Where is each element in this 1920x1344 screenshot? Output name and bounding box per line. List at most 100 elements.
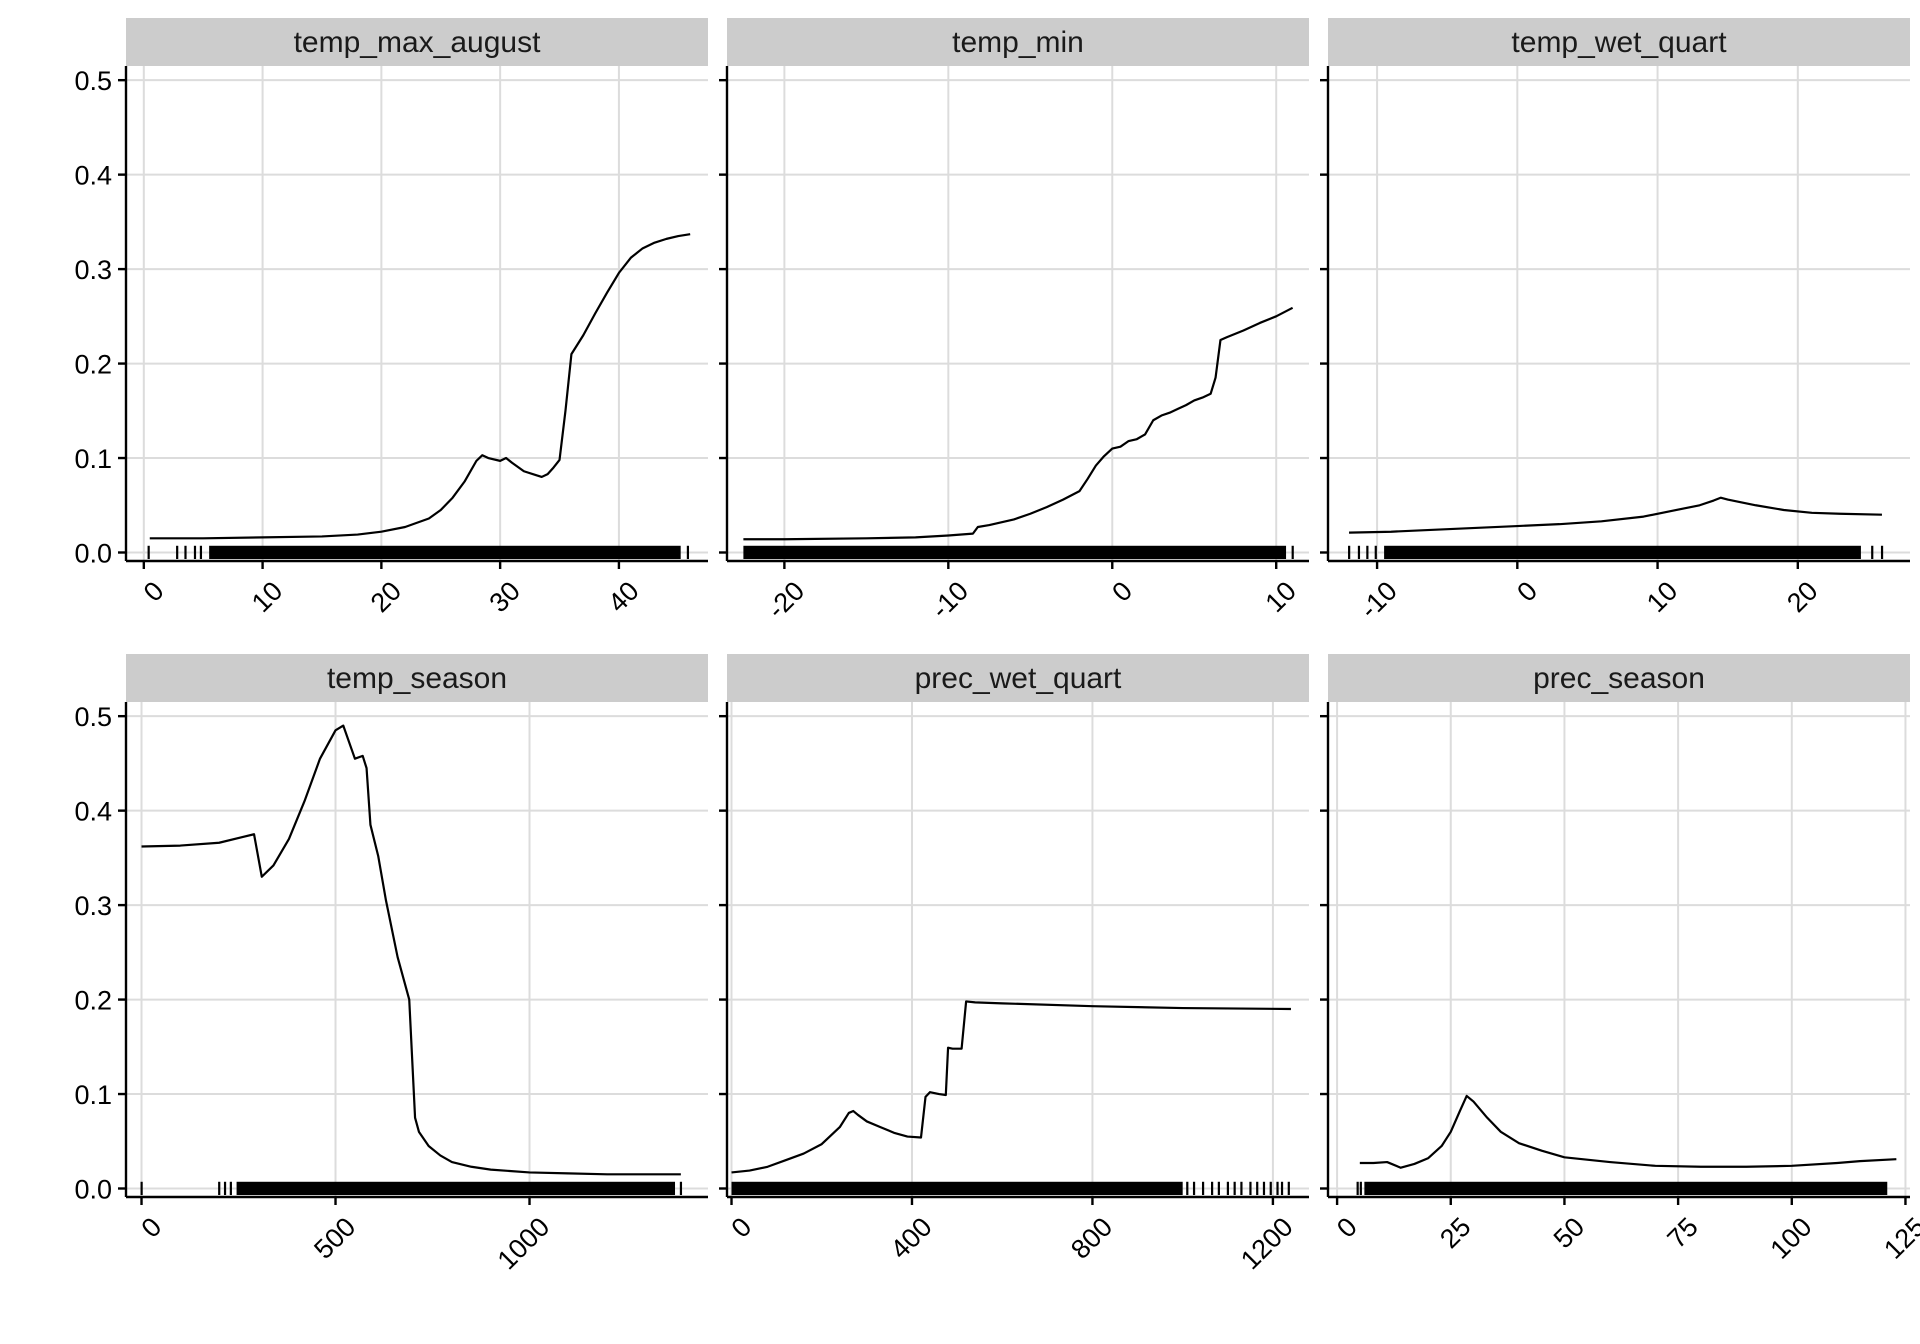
rug-mark <box>140 1181 143 1195</box>
rug-band <box>1384 545 1861 559</box>
rug-mark <box>1262 1181 1266 1195</box>
facet-panel-temp_season: temp_season 0.0 0.1 0.2 0.3 0.4 0.5 0 500 1000 <box>74 654 708 1275</box>
y-tick-label: 0.1 <box>74 444 112 474</box>
rug-mark <box>147 545 150 559</box>
rug-band <box>731 1181 1183 1195</box>
x-tick-label: 20 <box>1781 576 1823 618</box>
rug-mark <box>1291 545 1294 559</box>
rug <box>743 545 1294 559</box>
rug-mark <box>686 545 690 559</box>
gridlines <box>1328 702 1910 1197</box>
x-tick-label: -20 <box>761 576 810 625</box>
series-line <box>743 306 1294 541</box>
gridlines <box>727 66 1309 561</box>
x-tick-label: 40 <box>602 576 644 618</box>
rug-mark <box>1880 545 1884 559</box>
x-tick-label: 1000 <box>492 1212 556 1276</box>
rug-mark <box>229 1181 232 1195</box>
rug-mark <box>1226 1181 1229 1195</box>
rug <box>140 1181 683 1195</box>
series-line <box>1359 1094 1897 1169</box>
rug-mark <box>1374 545 1377 559</box>
rug-mark <box>1186 1181 1189 1195</box>
x-tick-label: 800 <box>1065 1212 1118 1265</box>
gridlines <box>1328 66 1910 561</box>
facet-title: prec_wet_quart <box>915 662 1122 695</box>
facet-title: temp_min <box>952 26 1084 59</box>
x-tick-label: 75 <box>1661 1212 1703 1254</box>
rug-mark <box>1366 545 1369 559</box>
rug-mark <box>1192 1181 1196 1195</box>
x-tick-label: 0 <box>1106 576 1138 608</box>
facet-strip <box>1328 18 1910 66</box>
rug <box>147 545 690 559</box>
facet-title: prec_season <box>1533 662 1705 695</box>
y-tick-label: 0.2 <box>74 350 112 380</box>
x-tick-label: 10 <box>1641 576 1683 618</box>
rug-band <box>209 545 681 559</box>
rug-mark <box>1233 1181 1236 1195</box>
series-line <box>149 233 691 540</box>
rug-mark <box>184 545 187 559</box>
y-tick-label: 0.2 <box>74 986 112 1016</box>
facet-title: temp_max_august <box>294 26 541 59</box>
y-tick-label: 0.5 <box>74 66 112 96</box>
rug-mark <box>1201 1181 1205 1195</box>
x-tick-label: -10 <box>925 576 974 625</box>
y-tick-label: 0.3 <box>74 255 112 285</box>
rug-mark <box>1240 1181 1243 1195</box>
x-tick-label: -10 <box>1354 576 1403 625</box>
facet-strip <box>126 18 708 66</box>
x-tick-label: 500 <box>308 1212 361 1265</box>
gridlines <box>126 66 708 561</box>
rug-mark <box>1256 1181 1259 1195</box>
facet-title: temp_season <box>327 662 507 695</box>
x-tick-label: 0 <box>135 1212 167 1244</box>
y-tick-label: 0.5 <box>74 702 112 732</box>
rug-mark <box>1356 1181 1359 1195</box>
rug-mark <box>1348 545 1351 559</box>
rug-mark <box>1217 1181 1220 1195</box>
x-tick-label: 0 <box>1511 576 1543 608</box>
gridlines <box>727 702 1309 1197</box>
rug-band <box>1364 1181 1888 1195</box>
facet-panel-prec_wet_quart: prec_wet_quart 0 400 800 1200 <box>719 654 1309 1275</box>
x-tick-label: 400 <box>885 1212 938 1265</box>
rug-mark <box>223 1181 227 1195</box>
facet-title: temp_wet_quart <box>1511 26 1727 59</box>
facet-strip <box>126 654 708 702</box>
rug-mark <box>1871 545 1874 559</box>
facet-panel-temp_min: temp_min -20 -10 0 10 <box>719 18 1309 624</box>
rug-mark <box>199 545 203 559</box>
x-tick-label: 125 <box>1878 1212 1920 1265</box>
facet-strip <box>1328 654 1910 702</box>
rug-mark <box>1249 1181 1252 1195</box>
rug-mark <box>176 545 179 559</box>
rug-mark <box>218 1181 221 1195</box>
rug <box>1356 1181 1888 1195</box>
rug-mark <box>1359 1181 1362 1195</box>
facet-strip <box>727 18 1309 66</box>
series-line <box>1349 496 1882 534</box>
x-tick-label: 30 <box>484 576 526 618</box>
series-line <box>141 724 681 1176</box>
gridlines <box>126 702 708 1197</box>
x-tick-label: 0 <box>1331 1212 1363 1244</box>
facet-panel-temp_wet_quart: temp_wet_quart -10 0 10 20 <box>1320 18 1910 624</box>
rug-mark <box>679 1181 683 1195</box>
x-tick-label: 10 <box>246 576 288 618</box>
y-tick-label: 0.3 <box>74 891 112 921</box>
rug <box>1348 545 1884 559</box>
y-tick-label: 0.4 <box>74 161 112 191</box>
x-tick-label: 0 <box>138 576 170 608</box>
facet-panel-temp_max_august: temp_max_august 0.0 0.1 0.2 0.3 0.4 0.5 0 10 20 30… <box>74 18 708 618</box>
y-tick-label: 0.0 <box>74 1174 112 1204</box>
rug-mark <box>1269 1181 1272 1195</box>
x-tick-label: 100 <box>1765 1212 1818 1265</box>
facet-strip <box>727 654 1309 702</box>
rug-mark <box>1280 1181 1284 1195</box>
rug-mark <box>1276 1181 1279 1195</box>
x-tick-label: 10 <box>1260 576 1302 618</box>
rug-mark <box>193 545 197 559</box>
